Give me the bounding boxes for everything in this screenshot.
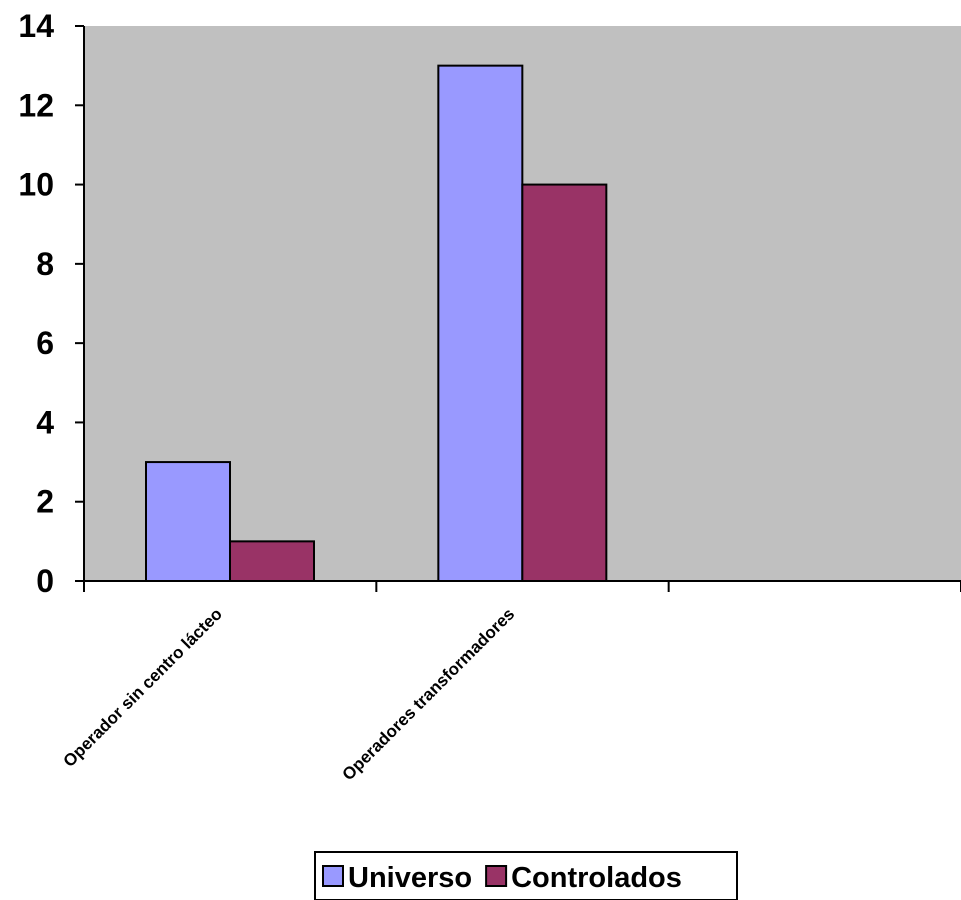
bar-universo-0 (145, 461, 231, 583)
x-category-label: Operadores transformadores (339, 604, 519, 784)
legend-swatch-controlados (485, 865, 508, 887)
y-tick-label: 10 (18, 167, 54, 203)
bars-layer (145, 64, 608, 583)
legend-swatch-universo (322, 865, 344, 887)
y-tick-label: 4 (36, 404, 54, 440)
y-tick-label: 0 (36, 563, 54, 599)
x-category-label: Operador sin centro lácteo (60, 604, 226, 770)
y-tick-label: 8 (36, 246, 54, 282)
y-tick-label: 14 (18, 8, 54, 44)
bar-controlados-1 (521, 183, 608, 582)
y-tick-label: 2 (36, 484, 54, 520)
legend-label-universo: Universo (348, 862, 472, 894)
axes-layer (75, 25, 961, 592)
legend-box (314, 851, 738, 900)
bar-controlados-0 (229, 540, 315, 582)
bar-universo-1 (437, 64, 524, 582)
legend: Universo Controlados (314, 851, 738, 900)
y-tick-label: 12 (18, 87, 54, 123)
y-tick-label: 6 (36, 325, 54, 361)
legend-label-controlados: Controlados (511, 862, 682, 894)
